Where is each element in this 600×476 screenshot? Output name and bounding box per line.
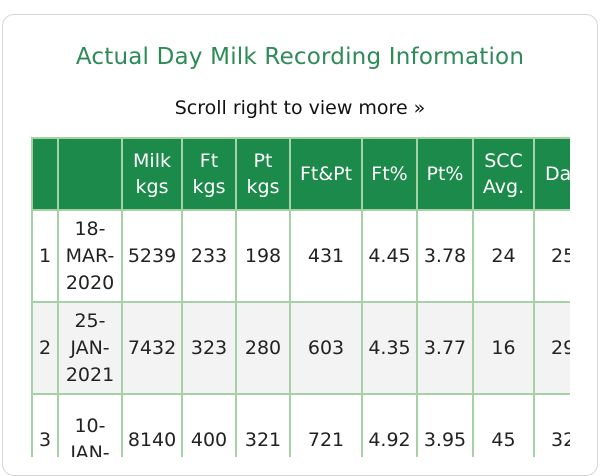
row-ft-kgs: 400	[181, 393, 237, 457]
row-pt-kgs: 198	[235, 209, 291, 303]
row-milk-kgs: 5239	[121, 209, 183, 303]
table-header-row: Milk kgs Ft kgs Pt kgs Ft&Pt Ft% Pt% SCC Avg…	[31, 137, 570, 211]
header-index	[31, 137, 59, 211]
row-ft-pct: 4.45	[361, 209, 418, 303]
row-days: 32	[533, 393, 570, 457]
row-index: 2	[31, 301, 59, 395]
row-date: 25- JAN- 2021	[57, 301, 123, 395]
header-pt-kgs: Pt kgs	[235, 137, 291, 211]
row-ft-kgs: 233	[181, 209, 237, 303]
header-days: Da	[533, 137, 570, 211]
row-pt-pct: 3.95	[416, 393, 474, 457]
row-milk-kgs: 7432	[121, 301, 183, 395]
table-row: 2 25- JAN- 2021 7432 323 280 603 4.35 3.77…	[31, 301, 570, 395]
header-ft-pt: Ft&Pt	[289, 137, 363, 211]
table-scroll-container[interactable]: Milk kgs Ft kgs Pt kgs Ft&Pt Ft% Pt% SCC Avg…	[31, 137, 570, 457]
row-pt-kgs: 280	[235, 301, 291, 395]
row-ft-pt: 603	[289, 301, 363, 395]
row-ft-pct: 4.35	[361, 301, 418, 395]
page-title: Actual Day Milk Recording Information	[75, 44, 525, 70]
row-date: 18- MAR- 2020	[57, 209, 123, 303]
header-scc-avg: SCC Avg.	[472, 137, 535, 211]
header-ft-pct: Ft%	[361, 137, 418, 211]
row-ft-pt: 721	[289, 393, 363, 457]
milk-recording-table: Milk kgs Ft kgs Pt kgs Ft&Pt Ft% Pt% SCC Avg…	[31, 137, 570, 457]
row-scc-avg: 16	[472, 301, 535, 395]
row-ft-kgs: 323	[181, 301, 237, 395]
scroll-hint: Scroll right to view more »	[174, 97, 426, 119]
row-index: 3	[31, 393, 59, 457]
header-ft-kgs: Ft kgs	[181, 137, 237, 211]
row-date: 10- JAN-	[57, 393, 123, 457]
row-pt-pct: 3.78	[416, 209, 474, 303]
row-days: 25	[533, 209, 570, 303]
table-row: 3 10- JAN- 8140 400 321 721 4.92 3.95 45 …	[31, 393, 570, 457]
row-days: 29	[533, 301, 570, 395]
row-pt-kgs: 321	[235, 393, 291, 457]
header-date	[57, 137, 123, 211]
row-ft-pt: 431	[289, 209, 363, 303]
header-milk-kgs: Milk kgs	[121, 137, 183, 211]
row-ft-pct: 4.92	[361, 393, 418, 457]
header-pt-pct: Pt%	[416, 137, 474, 211]
row-scc-avg: 24	[472, 209, 535, 303]
row-scc-avg: 45	[472, 393, 535, 457]
row-index: 1	[31, 209, 59, 303]
row-milk-kgs: 8140	[121, 393, 183, 457]
table-row: 1 18- MAR- 2020 5239 233 198 431 4.45 3.78…	[31, 209, 570, 303]
row-pt-pct: 3.77	[416, 301, 474, 395]
